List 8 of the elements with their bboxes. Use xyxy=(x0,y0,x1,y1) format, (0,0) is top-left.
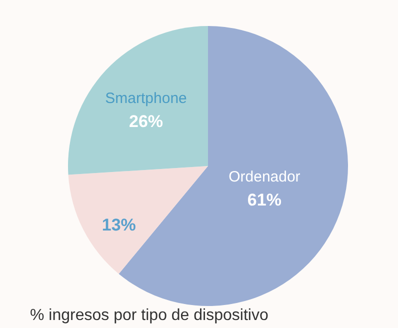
text: % ingresos por tipo de dispositivo xyxy=(30,307,268,324)
slice-label: Ordenador xyxy=(228,168,300,186)
data-label: 13% xyxy=(102,215,136,234)
pie-slice xyxy=(68,166,208,274)
data-label: 61% xyxy=(247,190,282,210)
pie-slice xyxy=(68,26,208,175)
data-label: 26% xyxy=(129,112,164,131)
slice-label: Smartphone xyxy=(105,90,187,107)
